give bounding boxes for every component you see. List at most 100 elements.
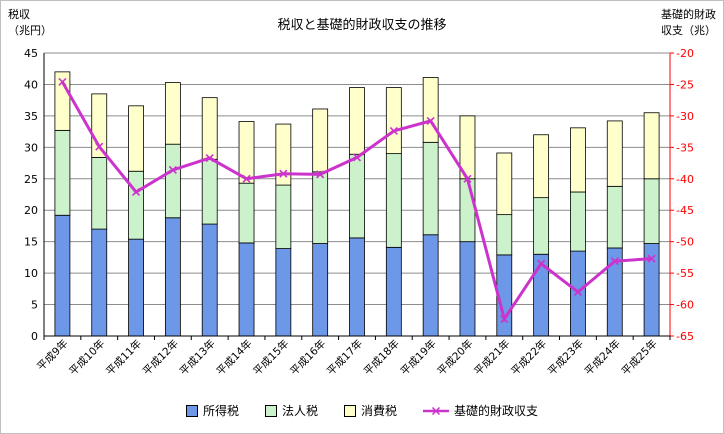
bar-segment-1	[349, 237, 365, 337]
right-axis-label: 基礎的財政 収支（兆）	[661, 7, 716, 39]
bar-segment-1	[312, 243, 329, 337]
right-tick-label: -55	[676, 267, 694, 280]
bar-segment-1	[128, 238, 144, 337]
left-tick-label: 20	[24, 204, 38, 217]
bar-segment-1	[422, 234, 439, 337]
right-tick-label: -50	[676, 236, 694, 249]
primary-balance-marker	[205, 153, 214, 163]
legend-item-consumption-tax: 消費税	[344, 402, 397, 419]
primary-balance-marker	[463, 174, 472, 183]
primary-balance-marker	[537, 259, 546, 268]
bar-segment-2	[128, 170, 144, 240]
bar-segment-2	[238, 182, 255, 244]
bar-segment-2	[606, 185, 623, 249]
bar-segment-2	[422, 141, 439, 236]
legend: 所得税 法人税 消費税 基礎的財政収支	[0, 402, 724, 419]
x-tick-label: 平成13年	[177, 337, 218, 378]
legend-swatch-income-tax	[185, 404, 198, 417]
right-tick-label: -60	[676, 299, 694, 312]
left-tick-label: 5	[31, 299, 38, 312]
left-axis-label-line1: 税収	[8, 8, 30, 21]
left-tick-label: 45	[24, 47, 38, 60]
left-tick-label: 40	[24, 78, 38, 91]
primary-balance-marker	[573, 287, 583, 297]
legend-swatch-consumption-tax	[344, 404, 356, 417]
left-axis-label-line2: （兆円）	[8, 24, 52, 37]
bar-segment-1	[643, 243, 660, 337]
right-tick-label: -30	[676, 110, 694, 123]
bar-segment-3	[201, 97, 218, 160]
primary-balance-marker	[352, 153, 362, 162]
x-tick-label: 平成17年	[324, 337, 365, 378]
bar-segment-1	[54, 214, 71, 337]
x-tick-label: 平成14年	[214, 337, 255, 378]
primary-balance-marker	[389, 126, 398, 136]
left-tick-label: 35	[24, 110, 38, 123]
bar-segment-3	[422, 77, 439, 143]
legend-item-income-tax: 所得税	[185, 402, 239, 419]
bar-segment-1	[275, 248, 292, 337]
bar-segment-3	[164, 82, 181, 145]
x-tick-label: 平成18年	[361, 337, 402, 378]
left-axis-label: 税収 （兆円）	[8, 7, 52, 39]
left-tick-label: 10	[24, 267, 38, 280]
chart-title: 税収と基礎的財政収支の推移	[277, 18, 447, 33]
legend-label-primary-balance: 基礎的財政収支	[454, 404, 539, 418]
primary-balance-marker	[610, 257, 619, 266]
bar-segment-2	[385, 153, 402, 248]
bar-segment-3	[570, 127, 586, 193]
x-tick-label: 平成10年	[66, 337, 107, 378]
x-tick-label: 平成15年	[251, 337, 292, 378]
bar-segment-1	[164, 217, 181, 337]
legend-label-corporate-tax: 法人税	[281, 404, 318, 418]
bar-segment-1	[91, 228, 108, 337]
bar-segment-3	[496, 152, 513, 216]
x-tick-label: 平成21年	[471, 337, 512, 378]
primary-balance-marker	[426, 116, 435, 125]
bar-segment-3	[385, 87, 402, 155]
bar-segment-2	[570, 191, 586, 252]
bar-segment-2	[643, 178, 660, 244]
bar-segment-3	[643, 112, 660, 180]
right-tick-label: -25	[676, 78, 694, 91]
bar-segment-2	[349, 153, 365, 239]
primary-balance-marker	[316, 170, 325, 179]
x-tick-label: 平成12年	[140, 337, 181, 378]
primary-balance-marker	[242, 174, 251, 183]
primary-balance-marker	[500, 314, 509, 324]
left-tick-label: 25	[24, 173, 38, 186]
right-axis-label-line1: 基礎的財政	[661, 8, 716, 21]
x-tick-label: 平成22年	[508, 337, 549, 378]
legend-label-consumption-tax: 消費税	[361, 404, 398, 418]
bar-segment-2	[459, 178, 476, 243]
right-tick-label: -65	[676, 330, 694, 343]
primary-balance-marker	[95, 142, 104, 151]
bar-segment-2	[201, 158, 218, 225]
bar-segment-1	[385, 246, 402, 337]
right-axis-label-line2: 収支（兆）	[661, 24, 716, 37]
primary-balance-marker	[131, 187, 141, 197]
bar-segment-2	[275, 184, 292, 249]
right-tick-label: -45	[676, 204, 694, 217]
legend-item-primary-balance: 基礎的財政収支	[423, 402, 538, 419]
bar-segment-2	[496, 214, 513, 256]
right-tick-label: -40	[676, 173, 694, 186]
bar-segment-3	[533, 134, 550, 199]
bar-segment-3	[349, 87, 365, 155]
bar-segment-3	[606, 120, 623, 187]
right-tick-label: -20	[676, 47, 694, 60]
primary-balance-marker	[279, 169, 288, 178]
bar-segment-2	[164, 143, 181, 219]
legend-swatch-primary-balance	[423, 406, 450, 415]
x-tick-label: 平成16年	[287, 337, 328, 378]
bar-segment-1	[459, 241, 476, 337]
right-tick-label: -35	[676, 141, 694, 154]
bar-segment-3	[312, 108, 329, 173]
primary-balance-marker	[647, 254, 656, 263]
x-tick-label: 平成23年	[545, 337, 586, 378]
bar-segment-2	[312, 171, 329, 244]
legend-item-corporate-tax: 法人税	[264, 402, 318, 419]
bar-segment-1	[238, 242, 255, 337]
x-tick-label: 平成11年	[103, 337, 144, 378]
bar-segment-3	[275, 123, 292, 186]
